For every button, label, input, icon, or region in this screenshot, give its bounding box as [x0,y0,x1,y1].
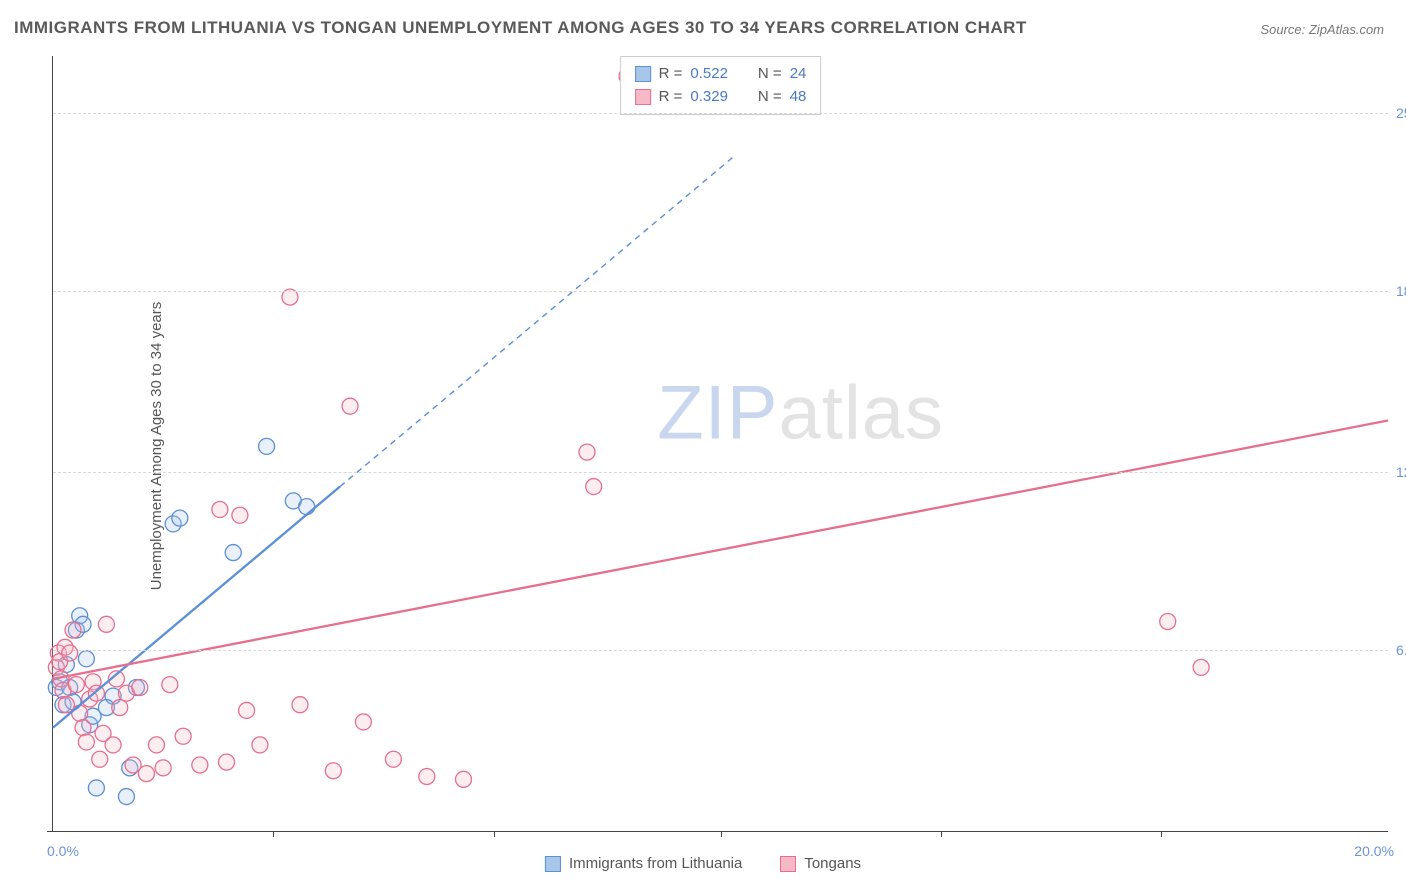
x-tick-mark [941,831,942,837]
stat-n-value: 48 [790,85,807,108]
series-swatch [545,856,561,872]
data-point [138,766,154,782]
data-point [355,714,371,730]
stat-r-value: 0.329 [690,85,728,108]
stat-r-value: 0.522 [690,62,728,85]
x-tick-mark [1161,831,1162,837]
stats-row: R = 0.522 N = 24 [635,62,807,85]
data-point [68,677,84,693]
data-point [78,734,94,750]
data-point [78,651,94,667]
data-point [292,697,308,713]
series-legend: Immigrants from Lithuania Tongans [545,855,861,872]
data-point [239,702,255,718]
y-tick-label: 12.5% [1390,464,1406,480]
trend-line [53,487,340,728]
data-point [325,763,341,779]
gridline [53,113,1388,114]
source-attribution: Source: ZipAtlas.com [1260,22,1384,37]
x-tick-mark [721,831,722,837]
plot-svg [53,56,1388,831]
series-swatch [635,66,651,82]
legend-label: Tongans [804,855,861,872]
data-point [112,700,128,716]
data-point [118,789,134,805]
data-point [385,751,401,767]
data-point [72,705,88,721]
data-point [132,679,148,695]
stat-r-label: R = [659,62,683,85]
data-point [1160,613,1176,629]
data-point [579,444,595,460]
data-point [219,754,235,770]
stats-row: R = 0.329 N = 48 [635,85,807,108]
data-point [299,499,315,515]
stat-n-label: N = [758,62,782,85]
plot-area: ZIPatlas R =0.522N =24R =0.329N =48 0.0%… [52,56,1388,832]
data-point [225,545,241,561]
y-tick-label: 18.8% [1390,283,1406,299]
gridline [53,472,1388,473]
x-tick-mark [494,831,495,837]
axis-tick-mark [47,831,53,832]
data-point [92,751,108,767]
correlation-chart: IMMIGRANTS FROM LITHUANIA VS TONGAN UNEM… [0,0,1406,892]
data-point [148,737,164,753]
x-tick-mark [273,831,274,837]
data-point [232,507,248,523]
data-point [65,622,81,638]
stat-n-value: 24 [790,62,807,85]
data-point [212,502,228,518]
data-point [155,760,171,776]
data-point [259,438,275,454]
trend-line [53,421,1388,679]
y-tick-label: 6.3% [1390,642,1406,658]
legend-item: Immigrants from Lithuania [545,855,742,872]
chart-title: IMMIGRANTS FROM LITHUANIA VS TONGAN UNEM… [14,18,1027,38]
data-point [172,510,188,526]
x-max-label: 20.0% [1354,843,1394,859]
data-point [88,780,104,796]
data-point [62,645,78,661]
stat-n-label: N = [758,85,782,108]
data-point [192,757,208,773]
data-point [586,479,602,495]
trend-line-extrapolated [340,156,734,486]
data-point [105,737,121,753]
legend-item: Tongans [780,855,861,872]
gridline [53,291,1388,292]
correlation-stats-box: R = 0.522 N = 24 R = 0.329 N = 48 [620,56,822,115]
gridline [53,650,1388,651]
data-point [419,768,435,784]
data-point [175,728,191,744]
data-point [1193,659,1209,675]
y-tick-label: 25.0% [1390,105,1406,121]
data-point [75,720,91,736]
legend-label: Immigrants from Lithuania [569,855,742,872]
data-point [456,771,472,787]
data-point [98,616,114,632]
data-point [252,737,268,753]
stat-r-label: R = [659,85,683,108]
data-point [162,677,178,693]
data-point [342,398,358,414]
x-origin-label: 0.0% [47,843,79,859]
series-swatch [635,89,651,105]
series-swatch [780,856,796,872]
